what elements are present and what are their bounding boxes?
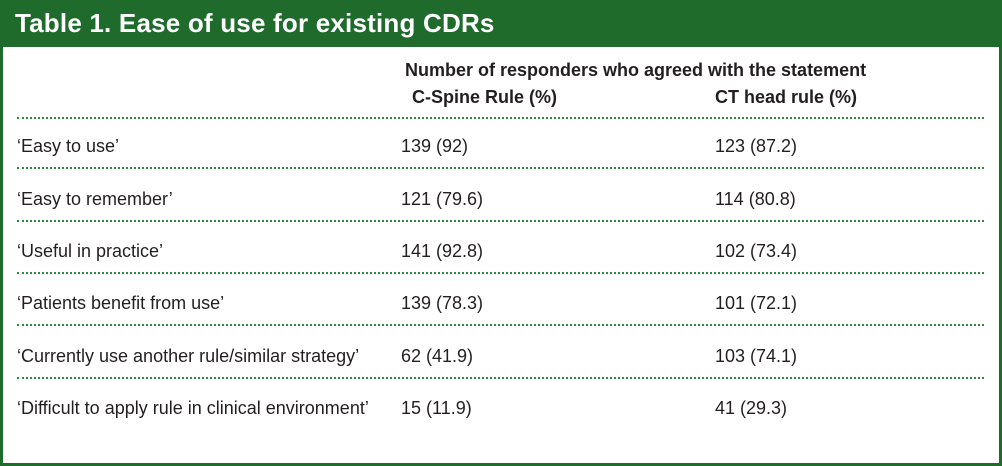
c-spine-value: 141 (92.8) [401,241,484,261]
row-divider [17,220,984,222]
table-row: ‘Easy to use’ 139 (92) 123 (87.2) [3,127,999,165]
table-title: Table 1. Ease of use for existing CDRs [3,0,999,47]
c-spine-value: 121 (79.6) [401,189,484,209]
table-row: ‘Useful in practice’ 141 (92.8) 102 (73.… [3,232,999,270]
ct-head-value: 103 (74.1) [715,346,798,366]
table-row: ‘Easy to remember’ 121 (79.6) 114 (80.8) [3,180,999,218]
c-spine-value: 62 (41.9) [401,346,474,366]
row-label: ‘Easy to remember’ [17,189,173,209]
row-label: ‘Easy to use’ [17,136,120,156]
column-group-header: Number of responders who agreed with the… [405,60,867,80]
ct-head-value: 41 (29.3) [715,398,788,418]
table-row: ‘Currently use another rule/similar stra… [3,337,999,375]
row-divider [17,167,984,169]
column-header-ct-head: CT head rule (%) [715,87,858,107]
row-label: ‘Currently use another rule/similar stra… [17,346,360,366]
row-divider [17,272,984,274]
header-divider [17,117,984,119]
c-spine-value: 139 (78.3) [401,293,484,313]
c-spine-value: 139 (92) [401,136,469,156]
table-row: ‘Patients benefit from use’ 139 (78.3) 1… [3,284,999,322]
ct-head-value: 101 (72.1) [715,293,798,313]
row-label: ‘Difficult to apply rule in clinical env… [17,398,369,418]
row-label: ‘Patients benefit from use’ [17,293,225,313]
row-label: ‘Useful in practice’ [17,241,164,261]
row-divider [17,377,984,379]
column-header-c-spine: C-Spine Rule (%) [412,87,558,107]
c-spine-value: 15 (11.9) [401,398,472,418]
row-divider [17,324,984,326]
table-row: ‘Difficult to apply rule in clinical env… [3,389,999,427]
ct-head-value: 102 (73.4) [715,241,798,261]
ct-head-value: 114 (80.8) [715,189,796,209]
ct-head-value: 123 (87.2) [715,136,798,156]
